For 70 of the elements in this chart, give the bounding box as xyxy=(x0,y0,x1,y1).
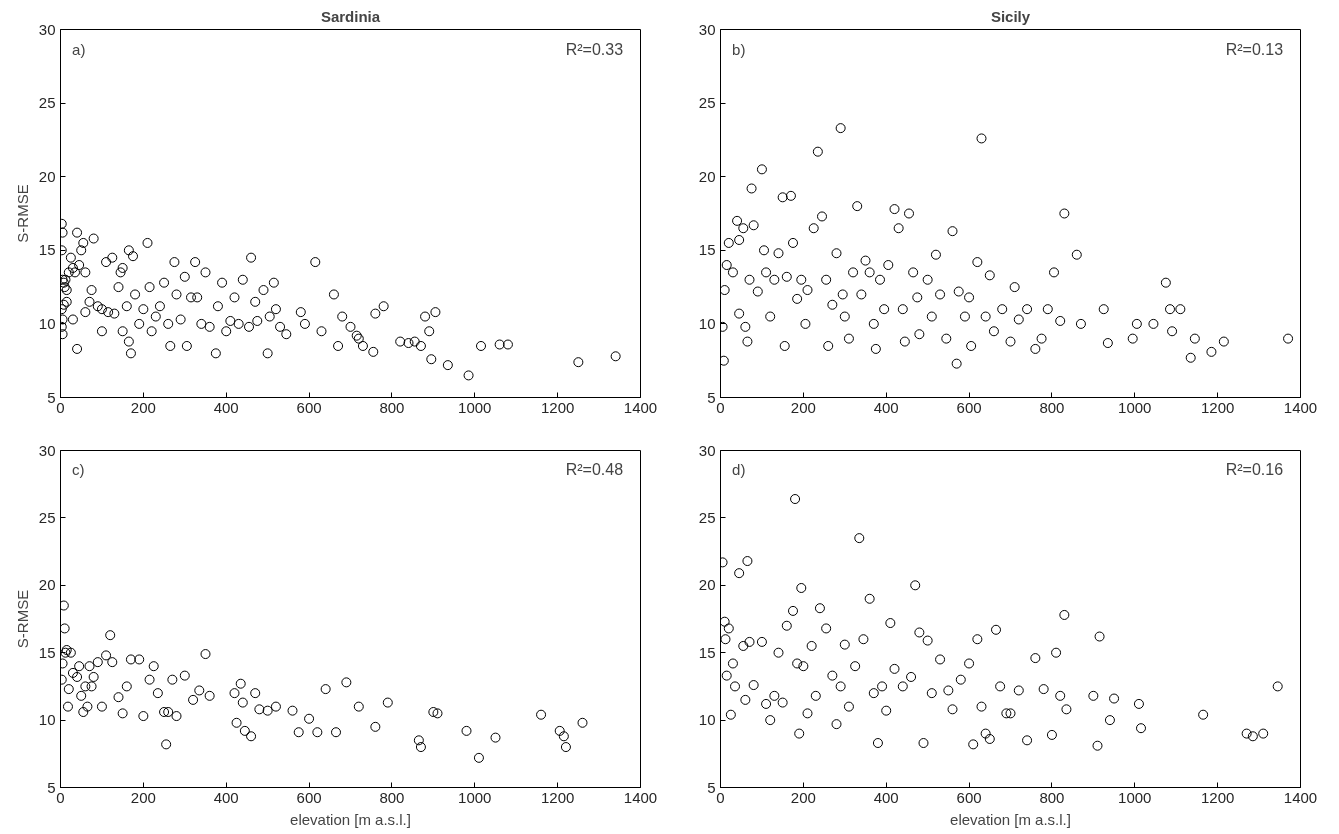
x-tick-label: 800 xyxy=(1039,398,1065,416)
x-tick-label: 1000 xyxy=(458,788,492,806)
y-tick-label: 20 xyxy=(38,167,56,185)
x-axis-title: elevation [m a.s.l.] xyxy=(950,810,1071,828)
x-tick-label: 1200 xyxy=(540,788,575,806)
y-tick-label: 15 xyxy=(38,241,56,259)
y-tick-label: 10 xyxy=(38,711,56,729)
y-tick-label: 5 xyxy=(47,778,56,796)
y-tick-label: 15 xyxy=(698,643,716,661)
annotation: d) xyxy=(732,460,746,478)
chart-title: Sardinia xyxy=(320,7,381,25)
y-tick-label: 5 xyxy=(47,388,56,406)
y-tick-label: 30 xyxy=(698,441,716,459)
y-tick-label: 25 xyxy=(698,94,716,112)
x-tick-label: 1400 xyxy=(623,398,658,416)
y-axis-title: S-RMSE xyxy=(13,184,31,243)
x-tick-label: 200 xyxy=(790,788,816,806)
x-tick-label: 1200 xyxy=(1200,398,1235,416)
x-tick-label: 0 xyxy=(716,788,725,806)
x-tick-label: 1400 xyxy=(1283,788,1318,806)
x-tick-label: 600 xyxy=(956,398,982,416)
chart-title: Sicily xyxy=(990,7,1031,25)
x-tick-label: 400 xyxy=(213,398,239,416)
y-tick-label: 15 xyxy=(38,643,56,661)
x-tick-label: 1000 xyxy=(1118,788,1152,806)
x-tick-label: 200 xyxy=(130,398,156,416)
x-tick-label: 1200 xyxy=(540,398,575,416)
x-tick-label: 800 xyxy=(379,398,405,416)
x-tick-label: 400 xyxy=(873,398,899,416)
x-tick-label: 200 xyxy=(130,788,156,806)
x-tick-label: 800 xyxy=(1039,788,1065,806)
annotation: b) xyxy=(732,40,746,58)
x-tick-label: 1000 xyxy=(1118,398,1152,416)
x-axis-title: elevation [m a.s.l.] xyxy=(290,810,411,828)
x-tick-label: 1400 xyxy=(1283,398,1318,416)
y-tick-label: 20 xyxy=(38,576,56,594)
x-tick-label: 0 xyxy=(56,398,65,416)
y-axis-title: S-RMSE xyxy=(13,589,31,649)
x-tick-label: 600 xyxy=(956,788,982,806)
x-tick-label: 800 xyxy=(379,788,405,806)
y-tick-label: 30 xyxy=(38,441,56,459)
y-tick-label: 30 xyxy=(698,20,716,38)
annotation: R²=0.13 xyxy=(1225,40,1284,58)
x-tick-label: 400 xyxy=(213,788,239,806)
y-tick-label: 15 xyxy=(698,241,716,259)
annotation: a) xyxy=(72,40,86,58)
y-tick-label: 10 xyxy=(698,711,716,729)
y-tick-label: 25 xyxy=(38,508,56,526)
annotation: R²=0.16 xyxy=(1225,460,1284,478)
y-tick-label: 5 xyxy=(707,388,716,406)
x-tick-label: 600 xyxy=(296,398,322,416)
y-tick-label: 10 xyxy=(698,314,716,332)
x-tick-label: 600 xyxy=(296,788,322,806)
x-tick-label: 0 xyxy=(716,398,725,416)
x-tick-label: 1000 xyxy=(458,398,492,416)
y-tick-label: 25 xyxy=(38,94,56,112)
x-tick-label: 1200 xyxy=(1200,788,1235,806)
y-tick-label: 20 xyxy=(698,576,716,594)
y-tick-label: 10 xyxy=(38,314,56,332)
y-tick-label: 25 xyxy=(698,508,716,526)
y-tick-label: 30 xyxy=(38,20,56,38)
x-tick-label: 1400 xyxy=(623,788,658,806)
annotation: R²=0.33 xyxy=(565,40,624,58)
y-tick-label: 5 xyxy=(707,778,716,796)
y-tick-label: 20 xyxy=(698,167,716,185)
x-tick-label: 0 xyxy=(56,788,65,806)
annotation: c) xyxy=(72,460,85,478)
annotation: R²=0.48 xyxy=(565,460,624,478)
x-tick-label: 400 xyxy=(873,788,899,806)
x-tick-label: 200 xyxy=(790,398,816,416)
